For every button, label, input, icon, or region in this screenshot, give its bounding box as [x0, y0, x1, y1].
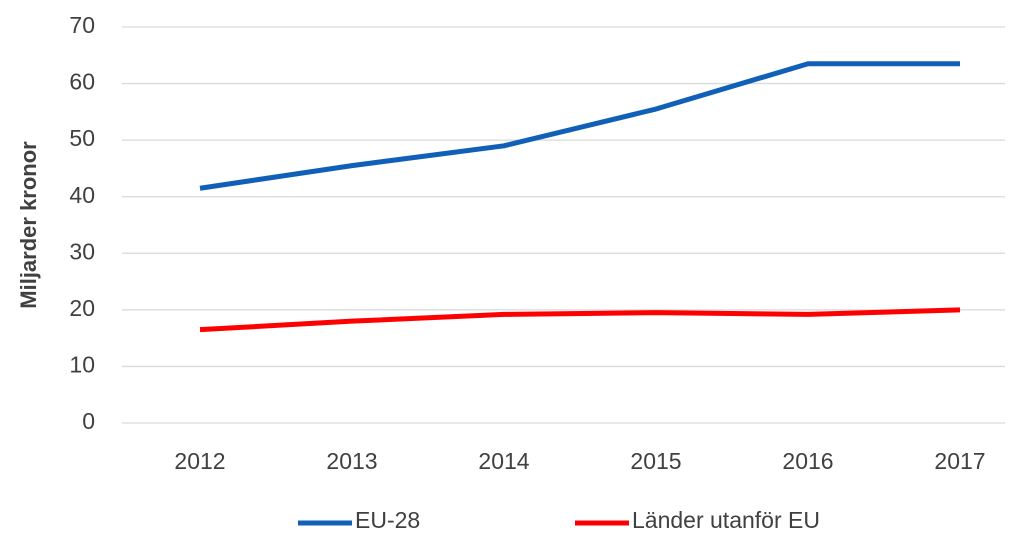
legend-label: EU-28 — [355, 507, 420, 533]
x-tick-label: 2014 — [478, 448, 529, 474]
y-tick-label: 50 — [69, 125, 95, 151]
y-tick-label: 40 — [69, 182, 95, 208]
y-axis-label: Miljarder kronor — [16, 141, 41, 309]
y-tick-label: 0 — [82, 408, 95, 434]
series-line — [199, 307, 961, 333]
y-tick-label: 10 — [69, 352, 95, 378]
y-tick-label: 30 — [69, 238, 95, 264]
x-tick-label: 2015 — [630, 448, 681, 474]
legend-label: Länder utanför EU — [632, 507, 820, 533]
x-tick-label: 2017 — [934, 448, 985, 474]
x-tick-label: 2013 — [326, 448, 377, 474]
x-tick-label: 2016 — [782, 448, 833, 474]
y-tick-label: 70 — [69, 12, 95, 38]
y-tick-label: 20 — [69, 295, 95, 321]
series-line — [199, 61, 960, 191]
x-tick-label: 2012 — [174, 448, 225, 474]
y-tick-label: 60 — [69, 69, 95, 95]
